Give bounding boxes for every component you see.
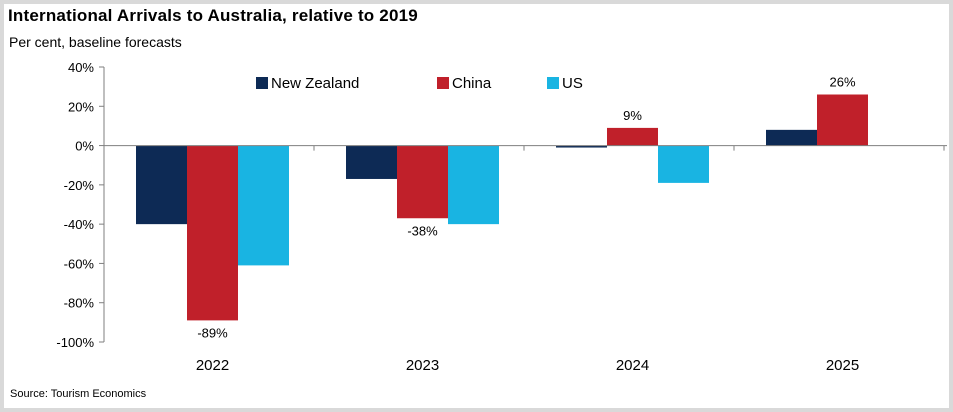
bar-us-2023 [448,145,499,225]
bar-china-2025 [817,94,868,146]
legend-label-china: China [452,75,492,92]
data-label: -38% [407,223,438,238]
legend-swatch-china [437,77,449,89]
legend-swatch-new-zealand [256,77,268,89]
data-label: -89% [197,325,228,340]
bar-china-2023 [397,145,448,219]
bar-new-zealand-2023 [346,145,397,179]
bar-new-zealand-2025 [766,129,817,146]
x-tick-label-2024: 2024 [616,357,649,374]
y-tick-label: -20% [64,178,95,193]
x-tick-label-2023: 2023 [406,357,439,374]
bar-us-2022 [238,145,289,266]
y-tick-label: -80% [64,296,95,311]
bar-china-2022 [187,145,238,321]
y-tick-label: 0% [75,139,94,154]
chart-card: International Arrivals to Australia, rel… [4,4,949,408]
x-tick-label-2022: 2022 [196,357,229,374]
bar-china-2024 [607,127,658,146]
bar-us-2024 [658,145,709,183]
x-tick-label-2025: 2025 [826,357,859,374]
chart-title: International Arrivals to Australia, rel… [8,6,418,25]
y-tick-label: 20% [68,99,94,114]
y-tick-label: -40% [64,217,95,232]
bar-new-zealand-2022 [136,145,187,225]
y-tick-label: 40% [68,60,94,75]
data-label: 26% [829,75,855,90]
legend-label-us: US [562,75,583,92]
bar-new-zealand-2024 [556,145,607,148]
legend-label-new-zealand: New Zealand [271,75,359,92]
y-tick-label: -60% [64,256,95,271]
data-label: 9% [623,108,642,123]
bar-chart: 40% 20% 0% -20% -40% -60% -80% -100% 2022 2023 202… [56,60,947,374]
y-tick-label: -100% [56,335,94,350]
chart-subtitle: Per cent, baseline forecasts [9,34,182,50]
legend-swatch-us [547,77,559,89]
chart-source: Source: Tourism Economics [10,388,147,400]
